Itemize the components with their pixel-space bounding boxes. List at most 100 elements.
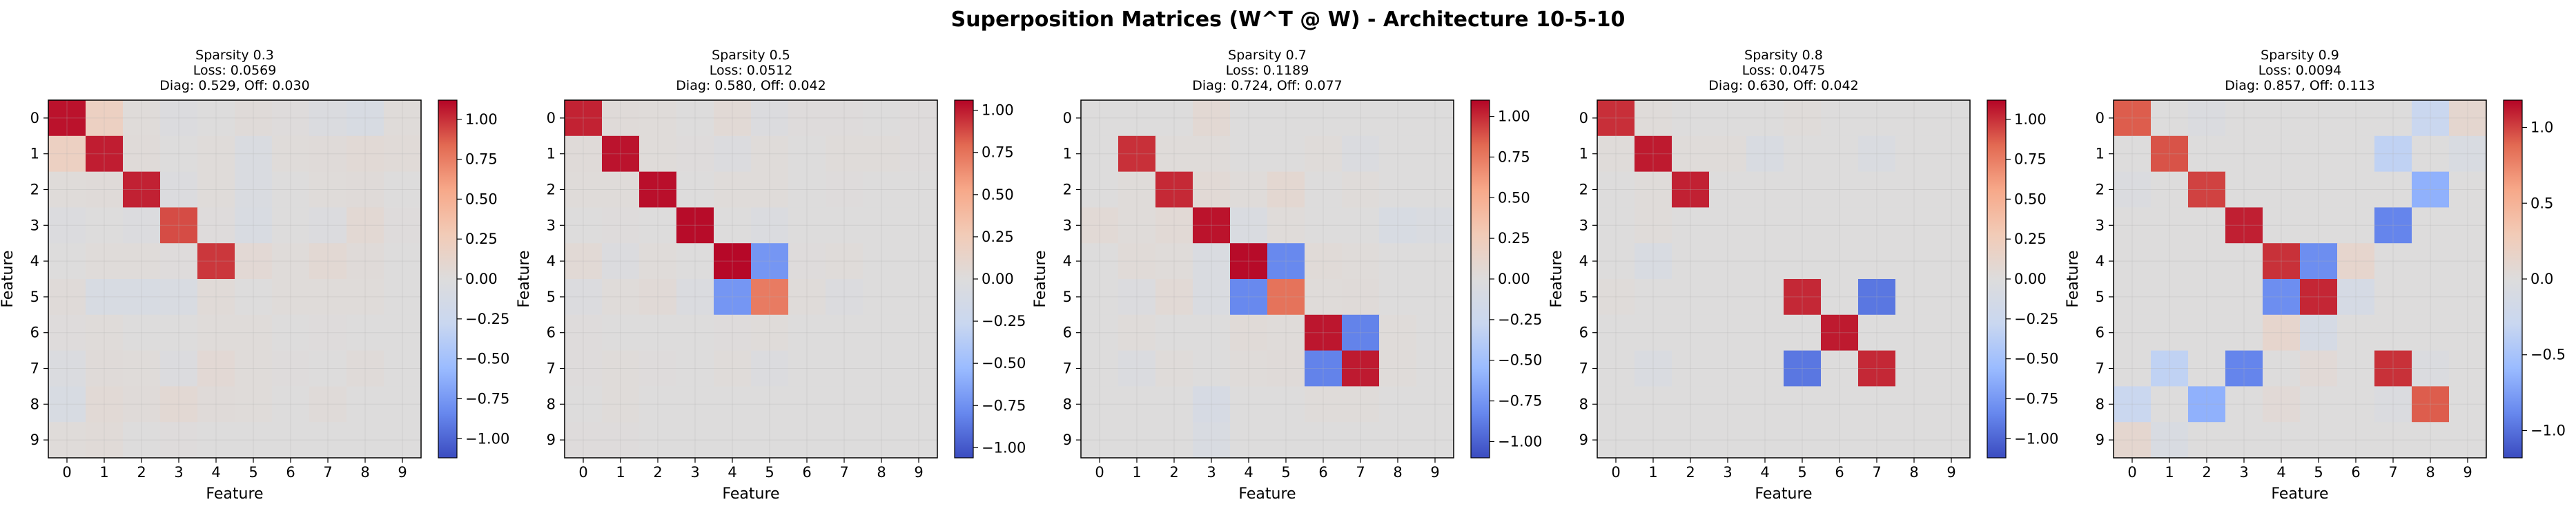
heatmap-cell — [1746, 135, 1784, 173]
heatmap-cell — [2337, 243, 2375, 280]
colorbar-tick-label: 0.25 — [1498, 230, 1530, 247]
heatmap-cell — [2114, 314, 2151, 351]
heatmap-cell — [900, 386, 938, 423]
heatmap-cell — [826, 100, 863, 137]
heatmap-cell — [272, 207, 310, 244]
heatmap-cell — [2188, 350, 2226, 387]
heatmap-cell — [1379, 422, 1417, 459]
heatmap-cell — [788, 207, 826, 244]
heatmap-cell — [1746, 314, 1784, 351]
heatmap-cell — [86, 171, 124, 208]
colorbar-tick-label: 0.75 — [1498, 148, 1530, 165]
heatmap-cell — [1821, 350, 1859, 387]
heatmap-cell — [123, 135, 161, 173]
heatmap-cell — [123, 350, 161, 387]
heatmap-cell — [2188, 207, 2226, 244]
y-tick-label: 1 — [2096, 146, 2105, 162]
heatmap-cell — [123, 386, 161, 423]
y-tick-label: 9 — [2096, 432, 2105, 448]
heatmap-cell — [565, 350, 603, 387]
heatmap-cell — [1821, 279, 1859, 316]
heatmap-cell — [384, 422, 422, 459]
heatmap-cell — [788, 100, 826, 137]
heatmap-cell — [1597, 207, 1635, 244]
y-tick-label: 2 — [1579, 182, 1588, 198]
heatmap-cell — [1081, 422, 1119, 459]
x-tick-label: 3 — [1207, 464, 1216, 481]
heatmap-cell — [2449, 100, 2487, 137]
heatmap-cell — [2225, 207, 2263, 244]
heatmap-cell — [1081, 135, 1119, 173]
heatmap-cell — [272, 314, 310, 351]
heatmap-cell — [639, 386, 677, 423]
y-tick-label: 3 — [30, 217, 39, 233]
heatmap-cell — [639, 135, 677, 173]
heatmap-cell — [714, 207, 752, 244]
heatmap-cell — [2263, 314, 2301, 351]
heatmap-cell — [235, 350, 273, 387]
y-tick-label: 1 — [547, 146, 556, 162]
colorbar-tick-label: −0.25 — [2014, 311, 2058, 327]
heatmap-cell — [602, 207, 640, 244]
heatmap-cell — [160, 135, 198, 173]
colorbar-tick-label: 1.00 — [465, 111, 498, 128]
colorbar-tick-label: −0.50 — [1498, 352, 1542, 369]
heatmap-cell — [565, 279, 603, 316]
heatmap-cell — [2449, 350, 2487, 387]
colorbar-tick-label: 0.00 — [1498, 271, 1530, 287]
heatmap-cell — [826, 386, 863, 423]
heatmap-cell — [863, 207, 901, 244]
heatmap-cell — [1118, 350, 1156, 387]
colorbar-tick-label: 0.00 — [2014, 271, 2047, 287]
heatmap-cell — [1821, 422, 1859, 459]
heatmap-cell — [602, 350, 640, 387]
colorbar-tick-label: 1.00 — [1498, 108, 1530, 125]
heatmap-cell — [751, 314, 789, 351]
y-tick-label: 7 — [1579, 360, 1588, 377]
heatmap-cell — [235, 135, 273, 173]
panel-title: Sparsity 0.8 — [1744, 48, 1823, 63]
heatmap-cell — [826, 207, 863, 244]
heatmap-cell — [1709, 243, 1747, 280]
heatmap-cell — [1597, 386, 1635, 423]
heatmap-cell — [565, 171, 603, 208]
heatmap-cell — [1784, 135, 1822, 173]
heatmap-cell — [2337, 135, 2375, 173]
x-tick-label: 7 — [1872, 464, 1881, 481]
x-tick-label: 8 — [360, 464, 369, 481]
heatmap-cell — [2300, 171, 2338, 208]
heatmap-cell — [123, 243, 161, 280]
heatmap-cell — [602, 279, 640, 316]
heatmap-cell — [86, 243, 124, 280]
heatmap-cell — [1155, 279, 1193, 316]
heatmap-cell — [272, 350, 310, 387]
heatmap-cell — [1672, 314, 1710, 351]
heatmap-cell — [309, 135, 347, 173]
heatmap-cell — [1858, 243, 1896, 280]
heatmap-cell — [1267, 135, 1305, 173]
heatmap-cell — [788, 422, 826, 459]
x-tick-label: 2 — [1169, 464, 1178, 481]
heatmap-cell — [639, 100, 677, 137]
heatmap-cell — [2114, 171, 2151, 208]
heatmap-cell — [2225, 386, 2263, 423]
heatmap-cell — [309, 314, 347, 351]
heatmap-cell — [751, 243, 789, 280]
heatmap-cell — [48, 386, 86, 423]
heatmap-cell — [1342, 207, 1380, 244]
heatmap-cell — [2300, 243, 2338, 280]
heatmap-cell — [2300, 135, 2338, 173]
heatmap-cell — [1081, 350, 1119, 387]
heatmap-cell — [1342, 386, 1380, 423]
x-tick-label: 5 — [765, 464, 774, 481]
y-tick-label: 4 — [1579, 253, 1588, 269]
panel-subtitle: Loss: 0.0094 — [2258, 63, 2342, 78]
heatmap-cell — [272, 100, 310, 137]
colorbar — [1470, 99, 1490, 459]
colorbar — [1987, 99, 2007, 459]
y-tick-label: 0 — [30, 110, 39, 126]
heatmap-cell — [1305, 350, 1343, 387]
heatmap-cell — [1933, 135, 1971, 173]
heatmap-cell — [2225, 314, 2263, 351]
